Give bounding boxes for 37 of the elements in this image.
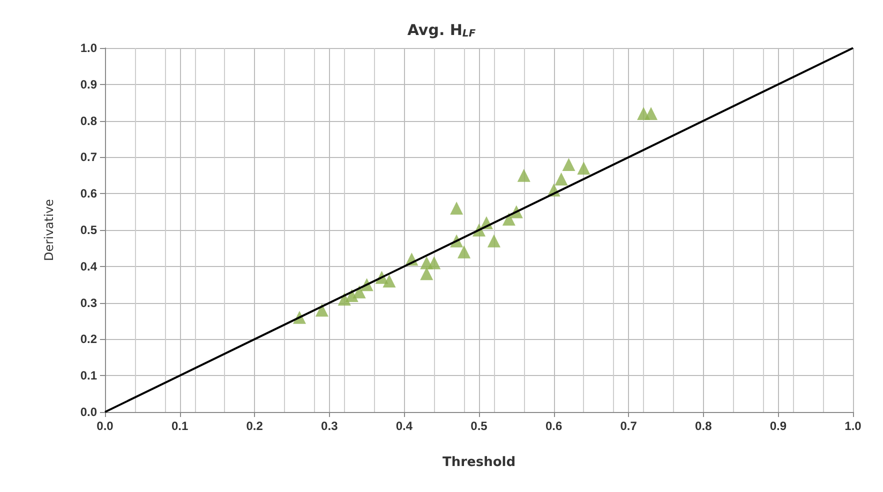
y-tick-label: 0.8 <box>80 114 98 128</box>
x-tick-label: 0.3 <box>321 419 338 433</box>
y-tick-label: 0.3 <box>80 296 98 310</box>
y-tick-label: 0.6 <box>80 186 98 201</box>
x-tick-label: 0.4 <box>396 419 413 433</box>
point <box>420 267 434 280</box>
y-tick-label: 0.1 <box>80 368 98 383</box>
y-tick-label: 0.9 <box>80 77 98 92</box>
y-tick-label: 0.4 <box>80 259 98 274</box>
point <box>644 107 658 120</box>
point <box>428 256 441 270</box>
y-tick-label: 0.5 <box>80 223 98 237</box>
x-tick-label: 1.0 <box>844 419 862 433</box>
y-axis-title: Derivative <box>42 199 56 261</box>
point <box>487 234 500 248</box>
point <box>458 245 471 258</box>
y-tick-label: 0.0 <box>80 405 98 419</box>
point <box>450 202 464 215</box>
x-tick-label: 0.5 <box>470 419 488 433</box>
point <box>315 304 328 317</box>
x-tick-label: 0.8 <box>695 419 712 433</box>
x-tick-label: 0.2 <box>246 419 264 433</box>
point <box>517 168 530 182</box>
y-tick-label: 0.7 <box>80 150 98 164</box>
x-tick-label: 0.9 <box>770 419 787 433</box>
point <box>562 158 576 171</box>
x-tick-label: 0.6 <box>545 419 562 433</box>
x-tick-label: 0.7 <box>620 419 638 433</box>
point <box>577 162 590 175</box>
point <box>382 274 396 288</box>
point <box>352 285 366 298</box>
x-tick-label: 0.1 <box>171 419 188 433</box>
point <box>554 172 568 186</box>
x-axis-title: Threshold <box>442 455 516 470</box>
x-tick-label: 0.0 <box>96 419 114 433</box>
y-tick-label: 0.2 <box>80 332 98 346</box>
y-tick-label: 1.0 <box>80 41 98 55</box>
